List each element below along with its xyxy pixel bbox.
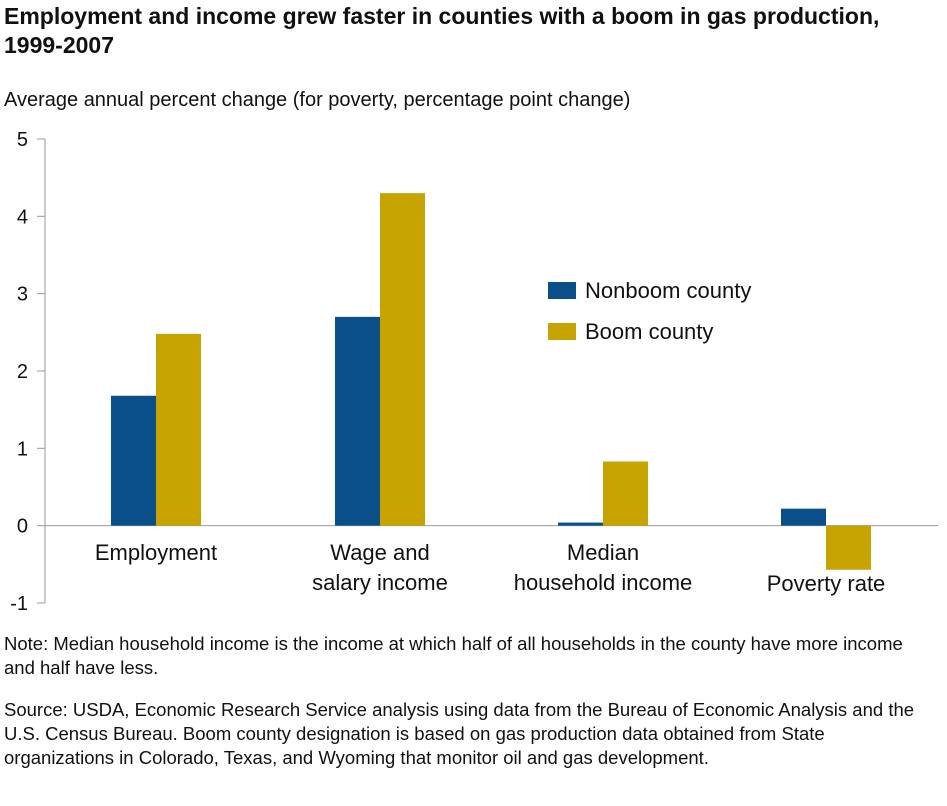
chart-title: Employment and income grew faster in cou… [4, 3, 880, 58]
legend-label: Nonboom county [585, 278, 751, 303]
bar-layer [111, 193, 871, 570]
category-label-layer: Employment Wage and salary income Median hou… [95, 540, 885, 596]
y-tick-label: -1 [10, 593, 28, 615]
category-label: household income [514, 570, 693, 595]
bar-boom-2 [603, 461, 648, 526]
y-tick-label: 3 [17, 284, 28, 306]
y-tick-label: 5 [17, 129, 28, 151]
bar-nonboom-1 [335, 316, 380, 526]
bar-chart: -1 0 1 2 3 4 5 Employment Wage and salary income… [10, 129, 938, 615]
bar-nonboom-3 [781, 508, 826, 526]
y-tick-label: 0 [17, 516, 28, 538]
bar-nonboom-2 [558, 522, 603, 526]
bar-nonboom-0 [111, 395, 156, 526]
legend: Nonboom county Boom county [548, 278, 751, 344]
category-label: Median [567, 540, 639, 565]
bar-boom-3 [826, 525, 871, 570]
chart-note: Note: Median household income is the inc… [4, 633, 903, 678]
bar-boom-1 [380, 193, 425, 526]
category-label: Wage and [330, 540, 429, 565]
legend-label: Boom county [585, 319, 713, 344]
y-tick-label: 4 [17, 206, 28, 228]
y-tick-label: 1 [17, 438, 28, 460]
category-label: salary income [312, 570, 448, 595]
chart-source: Source: USDA, Economic Research Service … [4, 699, 915, 768]
category-label: Poverty rate [767, 571, 886, 596]
bar-boom-0 [156, 333, 201, 526]
legend-swatch [548, 323, 576, 340]
category-label: Employment [95, 540, 217, 565]
y-tick-label: 2 [17, 361, 28, 383]
y-axis-label: Average annual percent change (for pover… [4, 89, 631, 111]
legend-swatch [548, 282, 576, 299]
